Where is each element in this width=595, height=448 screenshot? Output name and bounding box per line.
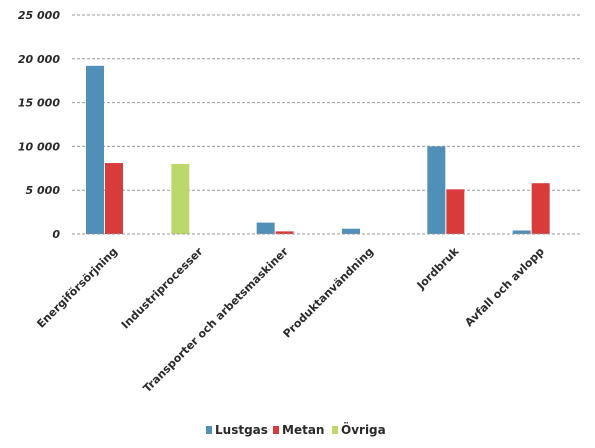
bar-lustgas-4: [427, 146, 446, 234]
x-category-label: Produktanvändning: [281, 245, 377, 341]
legend-label: Metan: [282, 423, 324, 437]
y-tick-label: 15 000: [18, 97, 60, 110]
legend-label: Lustgas: [215, 423, 268, 437]
legend-swatch: [332, 426, 338, 434]
bar-lustgas-5: [512, 230, 531, 234]
legend-swatch: [206, 426, 212, 434]
legend: Lustgas Metan Övriga: [206, 422, 386, 437]
y-tick-label: 5 000: [26, 184, 61, 197]
x-category-label: Energiförsörjning: [34, 245, 120, 331]
bar-metan-2: [275, 231, 294, 234]
bar--vriga-1: [171, 163, 190, 234]
bar-lustgas-3: [342, 228, 360, 234]
y-tick-label: 20 000: [18, 53, 60, 66]
x-category-label: Avfall och avlopp: [462, 245, 546, 329]
bars: [86, 65, 550, 234]
x-category-label: Industriprocesser: [119, 245, 206, 332]
legend-label: Övriga: [341, 422, 386, 437]
x-axis-labels: EnergiförsörjningIndustriprocesserTransp…: [34, 244, 546, 395]
legend-swatch: [273, 426, 279, 434]
bar-lustgas-0: [86, 65, 104, 234]
y-axis-ticks: 0 5 000 10 000 15 000 20 000 25 000: [18, 9, 60, 241]
y-tick-label: 0: [52, 228, 60, 241]
bar-lustgas-2: [256, 222, 275, 234]
bar-metan-0: [105, 163, 123, 234]
x-category-label: Jordbruk: [414, 244, 462, 292]
y-tick-label: 25 000: [18, 9, 60, 22]
gridlines: [72, 14, 580, 191]
bar-metan-5: [531, 183, 550, 234]
bar-metan-4: [446, 189, 465, 234]
x-category-label: Transporter och arbetsmaskiner: [141, 245, 292, 396]
y-tick-label: 10 000: [18, 140, 60, 153]
